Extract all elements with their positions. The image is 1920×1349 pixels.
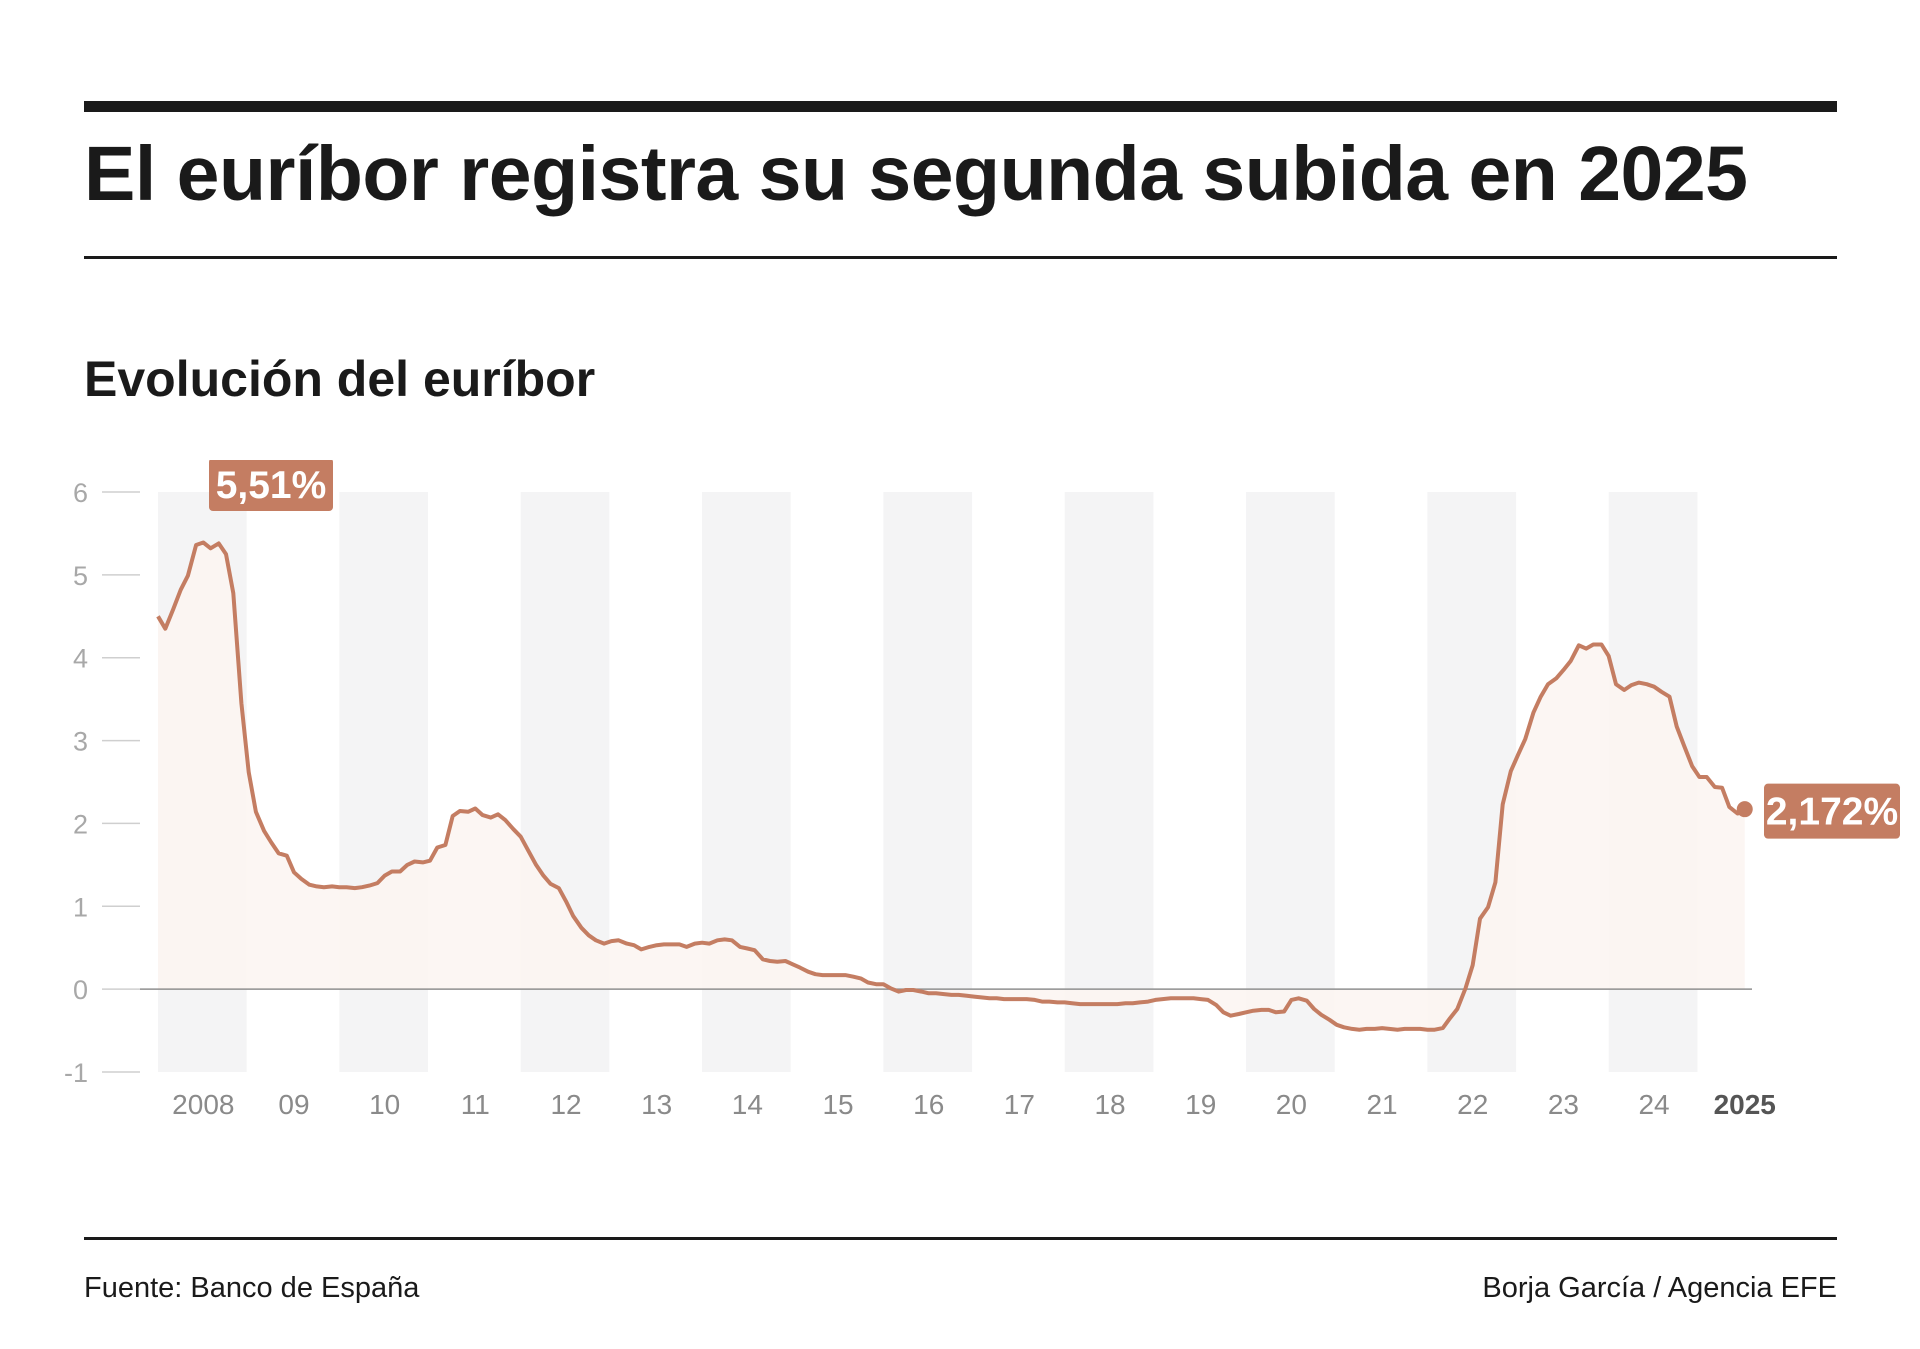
x-tick-label: 11 bbox=[461, 1089, 490, 1120]
y-axis: 6 5 4 3 2 1 0 -1 bbox=[64, 478, 140, 1088]
source-note: Fuente: Banco de España bbox=[84, 1272, 420, 1304]
year-band-2020 bbox=[1246, 492, 1335, 1072]
x-tick-label: 23 bbox=[1548, 1089, 1579, 1120]
y-tick-label: 2 bbox=[73, 809, 88, 839]
peak-label-box bbox=[209, 460, 333, 511]
x-tick-label: 18 bbox=[1094, 1089, 1125, 1120]
x-tick-label: 12 bbox=[550, 1089, 581, 1120]
x-tick-label: 24 bbox=[1638, 1089, 1669, 1120]
peak-value-label: 5,51% bbox=[216, 464, 327, 507]
x-tick-label: 22 bbox=[1457, 1089, 1488, 1120]
x-tick-label: 09 bbox=[278, 1089, 309, 1120]
x-tick-label: 16 bbox=[913, 1089, 944, 1120]
x-tick-label: 2025 bbox=[1714, 1089, 1776, 1120]
x-tick-label: 13 bbox=[641, 1089, 672, 1120]
chart-subtitle: Evolución del euríbor bbox=[84, 351, 596, 407]
latest-point-marker bbox=[1736, 801, 1753, 818]
year-band-2018 bbox=[1064, 492, 1154, 1072]
latest-label-box bbox=[1764, 783, 1900, 839]
y-tick-label: 4 bbox=[73, 644, 88, 674]
headline: El euríbor registra su segunda subida en… bbox=[84, 131, 1748, 217]
y-tick-label: 3 bbox=[73, 727, 88, 757]
y-tick-label: 5 bbox=[73, 561, 88, 591]
x-tick-label: 2008 bbox=[172, 1089, 234, 1120]
x-axis: 2008 09 10 11 12 13 14 15 16 17 18 19 20 21 22 23 24 2025 bbox=[172, 1089, 1776, 1120]
title-rule bbox=[84, 256, 1837, 259]
x-tick-label: 14 bbox=[732, 1089, 763, 1120]
y-tick-label: 0 bbox=[73, 975, 88, 1005]
footer-rule bbox=[84, 1237, 1837, 1240]
y-tick-label: 6 bbox=[73, 478, 88, 508]
y-tick-label: 1 bbox=[73, 892, 88, 922]
top-rule bbox=[84, 101, 1837, 112]
x-tick-label: 21 bbox=[1366, 1089, 1397, 1120]
x-tick-label: 15 bbox=[822, 1089, 853, 1120]
euribor-area bbox=[158, 542, 1745, 1030]
annotations: 5,51% 2,172% bbox=[209, 460, 1900, 839]
euribor-line bbox=[156, 540, 1746, 1032]
x-tick-label: 20 bbox=[1276, 1089, 1307, 1120]
x-tick-label: 19 bbox=[1185, 1089, 1216, 1120]
credit-note: Borja García / Agencia EFE bbox=[1482, 1272, 1837, 1304]
x-tick-label: 17 bbox=[1004, 1089, 1035, 1120]
latest-value-label: 2,172% bbox=[1766, 791, 1898, 834]
x-tick-label: 10 bbox=[369, 1089, 400, 1120]
year-band-2016 bbox=[883, 492, 973, 1072]
y-tick-label: -1 bbox=[64, 1058, 88, 1088]
